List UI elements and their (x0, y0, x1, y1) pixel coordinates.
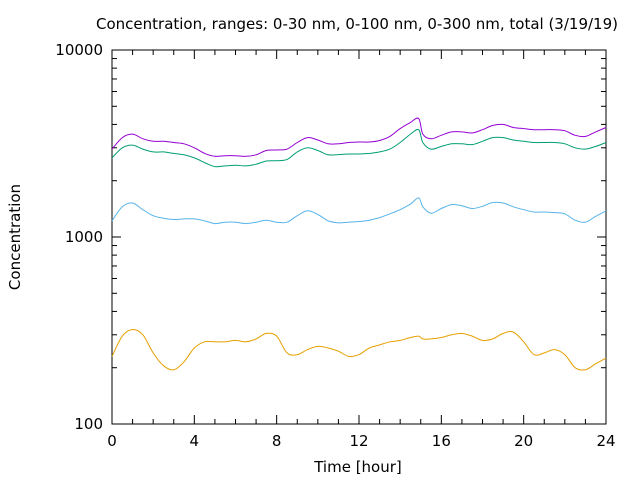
x-tick-label: 4 (190, 432, 200, 450)
x-tick-label: 24 (596, 432, 615, 450)
x-tick-label: 20 (514, 432, 533, 450)
x-tick-label: 16 (432, 432, 451, 450)
y-axis-label: Concentration (6, 184, 24, 290)
series-line-0 (111, 328, 607, 371)
y-tick-label: 10000 (55, 41, 103, 59)
x-tick-label: 0 (107, 432, 117, 450)
series-line-3 (111, 117, 607, 157)
series-line-2 (111, 128, 607, 168)
x-axis-label: Time [hour] (313, 458, 402, 476)
series-lines (111, 117, 607, 371)
x-tick-label: 8 (272, 432, 282, 450)
x-axis: 0 4 8 12 16 20 24 (107, 50, 616, 450)
series-line-1 (111, 197, 607, 225)
y-axis: 100 1000 10000 (55, 41, 606, 433)
x-tick-label: 12 (349, 432, 368, 450)
plot-area (111, 49, 607, 425)
y-tick-label: 100 (74, 415, 103, 433)
y-tick-label: 1000 (65, 228, 103, 246)
chart-title: Concentration, ranges: 0-30 nm, 0-100 nm… (96, 15, 618, 33)
